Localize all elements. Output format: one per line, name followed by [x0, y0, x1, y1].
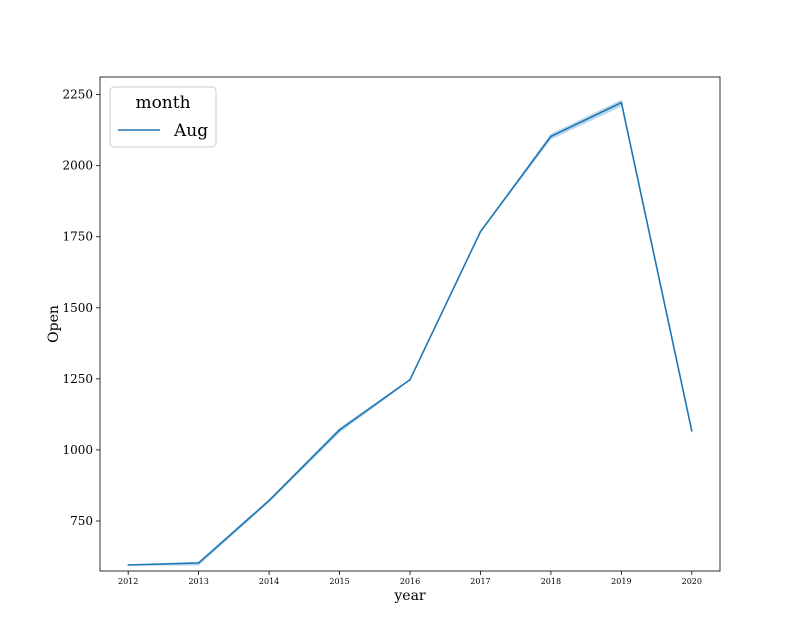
confidence-band-layer: [128, 99, 692, 566]
data-point: [268, 499, 270, 502]
data-point: [620, 101, 623, 104]
series-line-layer: [127, 101, 693, 566]
x-tick-label: 2016: [400, 577, 420, 586]
y-tick-label: 1000: [62, 443, 93, 457]
x-tick-label: 2015: [329, 577, 349, 586]
y-tick-label: 2250: [62, 88, 93, 102]
data-point: [479, 230, 482, 233]
y-tick-label: 1500: [62, 301, 93, 315]
data-point: [338, 429, 341, 431]
x-tick-label: 2012: [118, 577, 138, 586]
y-tick-label: 1250: [62, 372, 93, 386]
x-tick-label: 2017: [470, 577, 490, 586]
legend-entry-aug: Aug: [173, 121, 208, 141]
legend-box: [109, 86, 217, 148]
plot-frame: [99, 76, 721, 572]
y-tick-label: 1750: [62, 230, 93, 244]
x-tick-label: 2018: [541, 577, 561, 586]
series-line-aug: [128, 101, 693, 566]
x-tick-label: 2019: [611, 577, 631, 586]
y-tick-label: 750: [70, 514, 93, 528]
y-tick-label: 2000: [62, 159, 93, 173]
y-axis-label: Open: [46, 305, 62, 343]
confidence-band: [128, 99, 692, 566]
data-point: [127, 564, 129, 566]
data-point: [409, 378, 411, 381]
legend: month Aug: [109, 86, 217, 148]
data-point: [691, 430, 693, 432]
data-point: [550, 135, 552, 138]
x-tick-label: 2014: [259, 577, 279, 586]
data-point: [197, 562, 200, 564]
legend-title: month: [135, 93, 190, 113]
x-tick-label: 2020: [682, 577, 702, 586]
x-axis: 2012 2013 2014 2015 2016 2017 2018 2019 2020: [118, 571, 702, 586]
y-axis: 750 1000 1250 1500 1750 2000 2250: [62, 88, 100, 528]
x-axis-label: year: [393, 588, 426, 604]
x-tick-label: 2013: [188, 577, 208, 586]
